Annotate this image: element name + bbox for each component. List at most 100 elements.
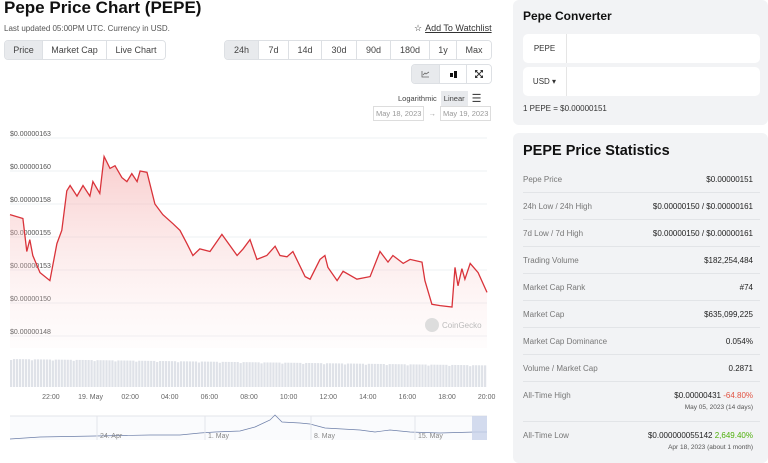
x-tick-label: 08:00 xyxy=(240,394,258,401)
navigator-selection[interactable] xyxy=(472,416,487,440)
tab-live-chart[interactable]: Live Chart xyxy=(107,41,165,59)
date-to-input[interactable]: May 19, 2023 xyxy=(439,106,492,121)
range-24h[interactable]: 24h xyxy=(225,41,259,59)
volume-bar xyxy=(188,361,192,387)
volume-bar xyxy=(170,361,174,387)
range-180d[interactable]: 180d xyxy=(391,41,430,59)
volume-bar xyxy=(176,362,180,387)
volume-bar xyxy=(266,362,269,387)
volume-bar xyxy=(260,363,263,387)
volume-bar xyxy=(352,363,356,387)
navigator-label: 1. May xyxy=(208,433,230,440)
volume-bar xyxy=(111,360,114,387)
volume-bar xyxy=(370,363,373,387)
volume-bar xyxy=(218,362,221,387)
volume-bar xyxy=(212,361,215,387)
volume-bar xyxy=(412,364,415,387)
volume-bar xyxy=(230,361,233,387)
volume-bar xyxy=(349,363,353,387)
volume-bar xyxy=(245,362,248,387)
volume-bar xyxy=(21,359,25,387)
currency-select[interactable]: USD ▾ xyxy=(523,67,567,96)
volume-bar xyxy=(150,360,153,387)
volume-bar xyxy=(66,359,69,387)
range-max[interactable]: Max xyxy=(457,41,491,59)
tab-market-cap[interactable]: Market Cap xyxy=(43,41,107,59)
volume-bar xyxy=(120,360,123,387)
range-14d[interactable]: 14d xyxy=(289,41,322,59)
volume-bar xyxy=(173,361,177,387)
volume-bar xyxy=(84,360,87,387)
volume-bar xyxy=(185,361,189,387)
navigator[interactable]: 24. Apr 1. May 8. May 15. May xyxy=(9,414,487,440)
volume-bar xyxy=(159,361,162,387)
volume-bar xyxy=(72,360,75,387)
chart-tools xyxy=(411,64,492,84)
volume-bar xyxy=(475,365,478,387)
volume-bar xyxy=(248,362,251,387)
range-90d[interactable]: 90d xyxy=(357,41,391,59)
stat-row: Market Cap $635,099,225 xyxy=(523,301,760,328)
volume-bar xyxy=(39,359,43,387)
tab-price[interactable]: Price xyxy=(5,41,43,59)
volume-bar xyxy=(36,359,40,387)
converter-panel: Pepe Converter PEPE USD ▾ 1 PEPE = $0.00… xyxy=(513,0,768,125)
stat-label: 7d Low / 7d High xyxy=(523,229,584,238)
volume-bar xyxy=(239,363,242,387)
volume-bar xyxy=(57,359,60,387)
volume-bar xyxy=(337,363,341,387)
x-tick-label: 19. May xyxy=(78,394,103,401)
volume-bar xyxy=(382,364,385,387)
range-1y[interactable]: 1y xyxy=(430,41,457,59)
volume-bar xyxy=(323,364,326,387)
x-tick-label: 22:00 xyxy=(42,394,60,401)
y-tick-label: $0.00000163 xyxy=(10,131,51,138)
line-chart-icon[interactable] xyxy=(412,65,440,83)
volume-bar xyxy=(448,365,451,387)
date-from-input[interactable]: May 18, 2023 xyxy=(373,106,425,121)
volume-bar xyxy=(200,361,203,387)
volume-bar xyxy=(147,360,150,387)
volume-bar xyxy=(442,364,445,387)
usd-amount-field[interactable]: USD ▾ xyxy=(523,67,760,96)
converter-title: Pepe Converter xyxy=(523,9,612,23)
volume-bar xyxy=(96,360,99,387)
star-icon: ☆ xyxy=(414,23,423,33)
stat-row: All-Time Low $0.000000055142 2,649.40% Apr… xyxy=(523,422,760,462)
x-tick-label: 14:00 xyxy=(359,394,377,401)
volume-bar xyxy=(165,361,168,387)
volume-bar xyxy=(197,362,201,387)
price-area xyxy=(10,156,487,348)
linear-button[interactable]: Linear xyxy=(440,91,468,106)
stat-row: Volume / Market Cap 0.2871 xyxy=(523,355,760,382)
volume-bar xyxy=(108,360,111,387)
volume-bar xyxy=(254,362,257,387)
add-to-watchlist-link[interactable]: ☆ Add To Watchlist xyxy=(414,23,492,34)
volume-bar xyxy=(391,364,394,387)
stat-date: May 05, 2023 (14 days) xyxy=(684,404,753,411)
range-30d[interactable]: 30d xyxy=(322,41,357,59)
volume-bar xyxy=(293,362,296,387)
stat-value: 0.054% xyxy=(725,337,753,346)
x-tick-label: 20:00 xyxy=(478,394,496,401)
conversion-rate: 1 PEPE = $0.00000151 xyxy=(523,104,607,113)
fullscreen-icon[interactable] xyxy=(467,65,491,83)
menu-icon[interactable]: ☰ xyxy=(471,93,482,105)
volume-bar xyxy=(436,364,439,387)
volume-bar xyxy=(314,363,317,387)
stat-value: $0.000000055142 2,649.40% xyxy=(647,431,753,440)
range-7d[interactable]: 7d xyxy=(259,41,289,59)
stat-row: Market Cap Dominance 0.054% xyxy=(523,328,760,355)
volume-bar xyxy=(361,363,364,387)
pepe-amount-field[interactable]: PEPE xyxy=(523,34,760,63)
x-tick-label: 12:00 xyxy=(319,394,337,401)
stat-value: 0.2871 xyxy=(728,364,753,373)
volume-bar xyxy=(132,360,135,387)
volume-bar xyxy=(24,359,28,387)
candlestick-icon[interactable] xyxy=(440,65,467,83)
volume-bar xyxy=(478,365,481,387)
x-tick-label: 06:00 xyxy=(201,394,219,401)
price-chart[interactable]: $0.00000163 $0.00000160 $0.00000158 $0.0000… xyxy=(0,125,500,454)
volume-bar xyxy=(302,363,305,387)
logarithmic-button[interactable]: Logarithmic xyxy=(398,94,437,103)
